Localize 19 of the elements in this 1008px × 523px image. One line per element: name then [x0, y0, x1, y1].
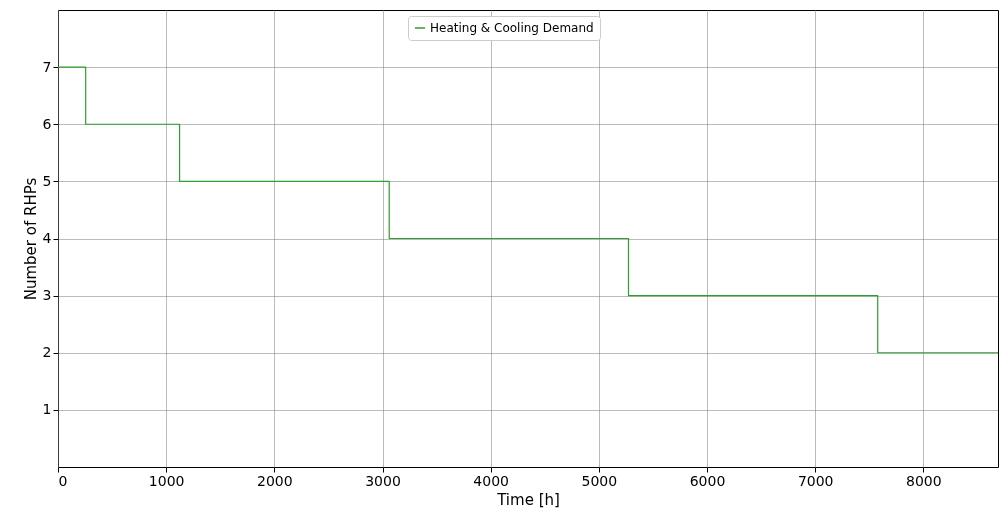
- y-tick-label: 2: [42, 344, 52, 361]
- x-tick-label: 8000: [906, 472, 942, 489]
- x-tick-label: 6000: [689, 472, 726, 489]
- legend-label: Heating & Cooling Demand: [430, 21, 594, 35]
- x-tick-label: 2000: [257, 472, 293, 489]
- x-tick-label: 4000: [473, 472, 509, 489]
- x-tick-label: 5000: [581, 472, 618, 489]
- y-tick-label: 4: [42, 230, 52, 246]
- y-tick-label: 3: [42, 287, 52, 304]
- x-axis-title: Time [h]: [496, 490, 560, 509]
- y-tick-label: 5: [42, 172, 52, 189]
- y-tick-label: 6: [42, 115, 52, 132]
- x-tick-label: 7000: [797, 472, 834, 489]
- y-tick-label: 7: [42, 58, 52, 75]
- y-axis-title: Number of RHPs: [21, 177, 40, 301]
- y-tick-label: 1: [42, 401, 52, 418]
- x-tick-label: 0: [58, 472, 68, 489]
- x-tick-label: 3000: [365, 472, 401, 489]
- x-tick-label: 1000: [148, 472, 185, 489]
